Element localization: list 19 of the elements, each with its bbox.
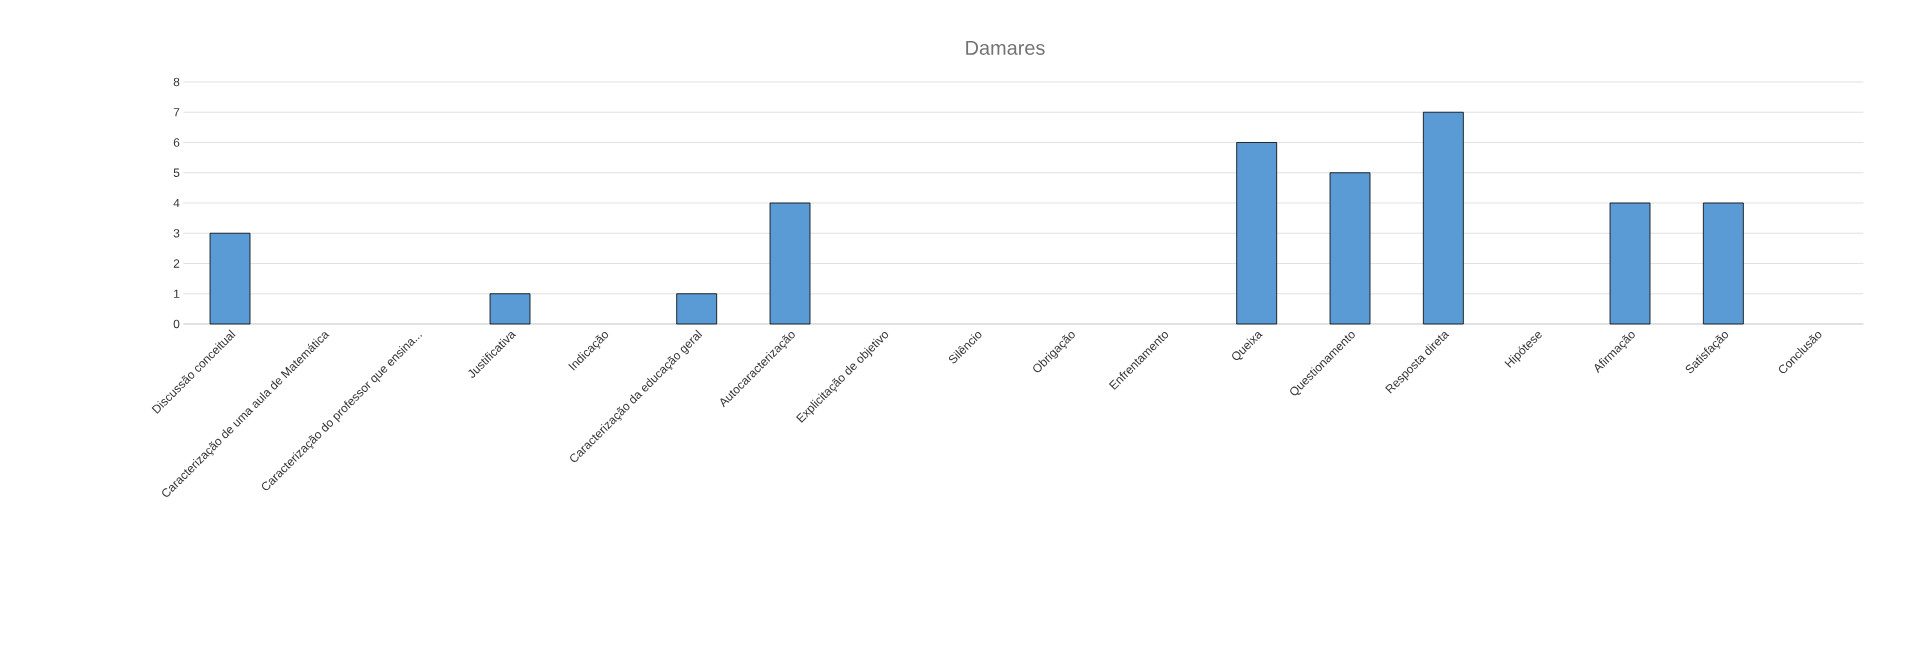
bar: [1329, 172, 1371, 325]
y-tick-label: 8: [173, 77, 180, 87]
bar: [489, 293, 531, 325]
y-tick-label: 3: [173, 229, 180, 238]
bar: [1609, 202, 1651, 325]
y-tick-label: 1: [174, 289, 180, 298]
bar: [1702, 202, 1744, 325]
bar: [676, 293, 718, 325]
y-tick-label: 6: [173, 138, 180, 147]
y-tick-label: 5: [173, 168, 180, 177]
bar: [769, 202, 811, 325]
y-tick-label: 0: [173, 319, 180, 329]
y-tick-label: 2: [173, 259, 180, 268]
y-tick-label: 7: [173, 108, 180, 117]
chart-title: Damares: [966, 41, 1045, 55]
y-tick-label: 4: [173, 198, 180, 208]
bar: [1236, 142, 1278, 325]
bar: [1422, 111, 1464, 325]
bar: [209, 232, 251, 325]
